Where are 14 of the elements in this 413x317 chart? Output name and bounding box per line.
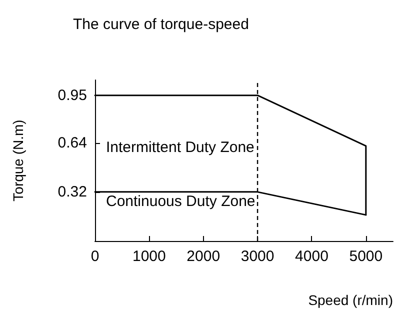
annotation: Continuous Duty Zone (106, 193, 256, 210)
y-axis-title: Torque (N.m) (10, 120, 26, 202)
annotation: Intermittent Duty Zone (106, 139, 254, 156)
x-tick-label: 0 (90, 248, 100, 265)
x-axis-title: Speed (r/min) (308, 292, 393, 308)
y-tick-label: 0.95 (58, 86, 87, 104)
x-tick-label: 2000 (186, 248, 220, 265)
x-tick-label: 5000 (349, 248, 383, 265)
x-tick-label: 3000 (240, 248, 274, 265)
chart-title: The curve of torque-speed (73, 16, 249, 33)
y-tick-label: 0.64 (58, 134, 87, 152)
x-tick-label: 4000 (295, 248, 328, 265)
y-tick-label: 0.32 (58, 183, 87, 200)
x-tick-label: 1000 (132, 248, 166, 265)
